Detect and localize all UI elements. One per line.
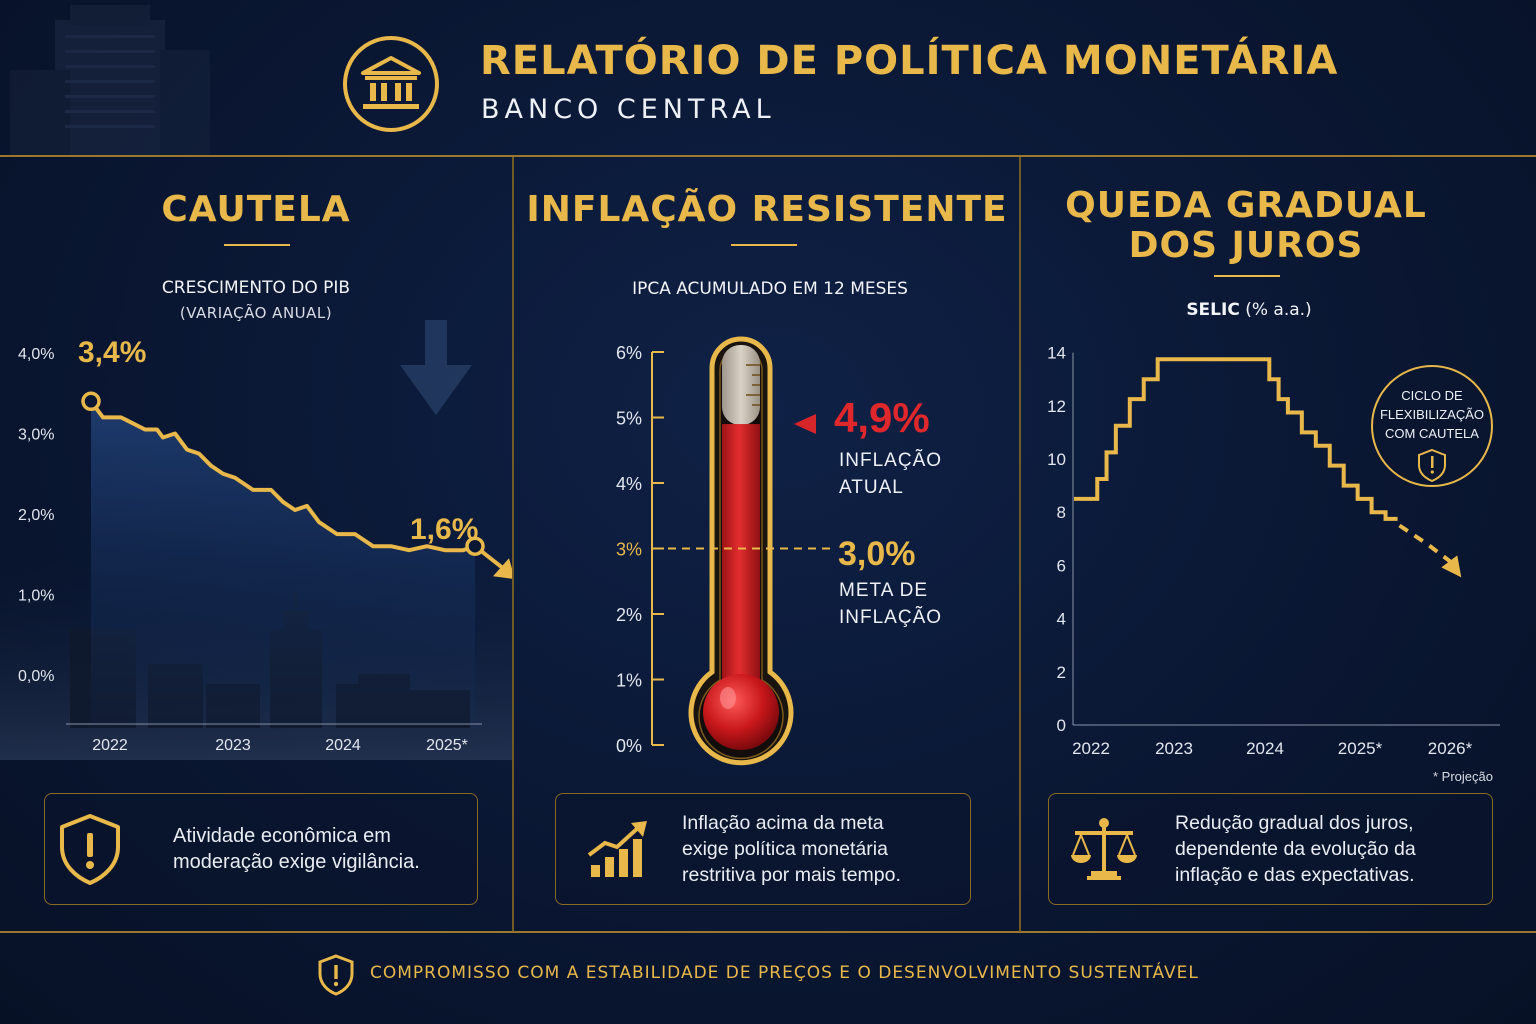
selic-x-tick-label: 2024 xyxy=(1246,739,1284,758)
gdp-start-label: 3,4% xyxy=(78,336,146,369)
ipca-tick-label: 3% xyxy=(616,540,642,560)
note-box-inflation: Inflação acima da meta exige política mo… xyxy=(555,793,971,905)
thermometer-icon xyxy=(688,336,794,766)
gdp-x-tick-label: 2025* xyxy=(426,737,468,754)
gdp-x-tick-label: 2022 xyxy=(92,737,128,754)
selic-unit: (% a.a.) xyxy=(1245,300,1312,320)
selic-step-line xyxy=(1074,357,1398,521)
selic-projection-line xyxy=(1398,523,1457,567)
selic-chart: 14 12 10 8 6 4 2 0 2022 2023 2024 2025* 2026* CICLO … xyxy=(1047,344,1500,784)
gdp-end-point xyxy=(465,536,485,556)
current-inflation-label-2: ATUAL xyxy=(839,477,904,498)
selic-x-tick-label: 2022 xyxy=(1072,739,1110,758)
selic-y-tick-label: 12 xyxy=(1047,397,1066,416)
ipca-tick-label: 1% xyxy=(616,671,642,691)
title-rule-inflation xyxy=(731,244,797,246)
gdp-x-tick-label: 2023 xyxy=(215,737,251,754)
gdp-plot: 3,4% 1,6% xyxy=(78,336,512,724)
header: RELATÓRIO DE POLÍTICA MONETÁRIA BANCO CE… xyxy=(0,0,1536,155)
panel-title-selic-line-1: QUEDA GRADUAL xyxy=(1065,185,1427,226)
ipca-tick-label: 6% xyxy=(616,343,642,363)
gdp-end-label: 1,6% xyxy=(410,513,478,546)
bank-logo-icon xyxy=(343,36,439,132)
page-subtitle: BANCO CENTRAL xyxy=(481,94,776,125)
title-rule-selic xyxy=(1214,275,1280,277)
current-inflation-label-1: INFLAÇÃO xyxy=(839,449,942,471)
selic-y-tick-label: 4 xyxy=(1057,610,1066,629)
inflation-target-label-2: INFLAÇÃO xyxy=(839,606,942,628)
selic-label: SELIC xyxy=(1186,300,1240,320)
selic-y-tick-label: 14 xyxy=(1047,344,1066,363)
panel-divider-2 xyxy=(1019,157,1021,932)
panel-title-selic-line-2: DOS JUROS xyxy=(1128,225,1364,266)
gdp-y-tick-label: 2,0% xyxy=(18,507,54,524)
selic-projection-arrowhead xyxy=(1441,555,1462,578)
projection-note: * Projeção xyxy=(1433,769,1493,784)
selic-axes: 14 12 10 8 6 4 2 0 2022 2023 2024 2025* 2026* xyxy=(1047,344,1500,758)
title-rule-gdp xyxy=(224,244,290,246)
selic-y-tick-label: 6 xyxy=(1057,556,1066,575)
note-text-inflation: Inflação acima da meta exige política mo… xyxy=(682,812,901,886)
note-text-gdp: Atividade econômica em moderação exige v… xyxy=(173,825,420,873)
page-title: RELATÓRIO DE POLÍTICA MONETÁRIA xyxy=(480,38,1339,84)
selic-y-tick-label: 0 xyxy=(1057,716,1066,735)
selic-chart-label: SELIC (% a.a.) xyxy=(1021,300,1477,320)
gdp-chart: 4,0% 3,0% 2,0% 1,0% 0,0% 2022 2023 2024 2025* 3,… xyxy=(0,320,512,760)
panel-title-inflation: INFLAÇÃO RESISTENTE xyxy=(526,189,1008,230)
ipca-tick-label: 0% xyxy=(616,736,642,756)
panel-title-gdp: CAUTELA xyxy=(161,189,351,230)
inflation-gauge: 6%5%4%3%2%1%0% 4,9% INFLAÇÃO ATUAL 3,0% … xyxy=(616,336,942,766)
selic-x-tick-label: 2023 xyxy=(1155,739,1193,758)
gdp-x-tick-label: 2024 xyxy=(325,737,361,754)
panel-divider-1 xyxy=(512,157,514,932)
selic-y-tick-label: 10 xyxy=(1047,450,1066,469)
shield-warning-icon xyxy=(45,813,135,885)
inflation-target-value: 3,0% xyxy=(838,535,916,573)
growth-chart-icon xyxy=(574,819,664,879)
footer-text: COMPROMISSO COM A ESTABILIDADE DE PREÇOS… xyxy=(370,963,1199,983)
inflation-chart-label: IPCA ACUMULADO EM 12 MESES xyxy=(632,279,908,299)
selic-x-tick-label: 2026* xyxy=(1428,739,1473,758)
selic-y-tick-label: 2 xyxy=(1057,663,1066,682)
panel-title-selic: QUEDA GRADUAL DOS JUROS xyxy=(1021,186,1471,266)
down-arrow-icon xyxy=(400,320,472,415)
header-divider xyxy=(0,155,1536,157)
ipca-tick-label: 4% xyxy=(616,474,642,494)
badge-line-1: CICLO DE xyxy=(1401,388,1463,403)
gdp-y-tick-label: 0,0% xyxy=(18,668,54,685)
current-inflation-marker xyxy=(794,414,816,435)
badge-line-2: FLEXIBILIZAÇÃO xyxy=(1380,407,1484,422)
selic-y-tick-label: 8 xyxy=(1057,503,1066,522)
ipca-tick-label: 5% xyxy=(616,409,642,429)
gdp-line xyxy=(89,400,476,553)
ipca-axis: 6% 5% 4% 3% 2% 1% 0% xyxy=(616,343,664,756)
inflation-target-label-1: META DE xyxy=(839,580,928,601)
footer-shield-icon xyxy=(318,954,354,996)
small-shield-warning-icon xyxy=(1418,448,1446,483)
easing-cycle-badge: CICLO DE FLEXIBILIZAÇÃO COM CAUTELA xyxy=(1371,365,1493,487)
gdp-y-tick-label: 3,0% xyxy=(18,427,54,444)
gdp-y-tick-label: 1,0% xyxy=(18,588,54,605)
gdp-chart-sublabel: (VARIAÇÃO ANUAL) xyxy=(179,304,333,322)
selic-plot xyxy=(1074,357,1462,578)
building-silhouette-icon xyxy=(10,5,210,155)
ipca-tick-label: 2% xyxy=(616,605,642,625)
current-inflation-value: 4,9% xyxy=(834,394,930,441)
badge-line-3: COM CAUTELA xyxy=(1385,426,1479,441)
gdp-chart-label: CRESCIMENTO DO PIB xyxy=(161,278,351,298)
note-text-selic: Redução gradual dos juros, dependente da… xyxy=(1175,812,1416,886)
note-box-gdp: Atividade econômica em moderação exige v… xyxy=(44,793,478,905)
gdp-start-point xyxy=(81,391,101,412)
note-box-selic: Redução gradual dos juros, dependente da… xyxy=(1048,793,1493,905)
footer-divider xyxy=(0,931,1536,933)
selic-x-tick-label: 2025* xyxy=(1338,739,1383,758)
balance-scale-icon xyxy=(1059,817,1149,881)
gdp-area xyxy=(91,401,475,724)
gdp-arrow-head xyxy=(493,558,512,579)
gdp-y-tick-label: 4,0% xyxy=(18,346,54,363)
